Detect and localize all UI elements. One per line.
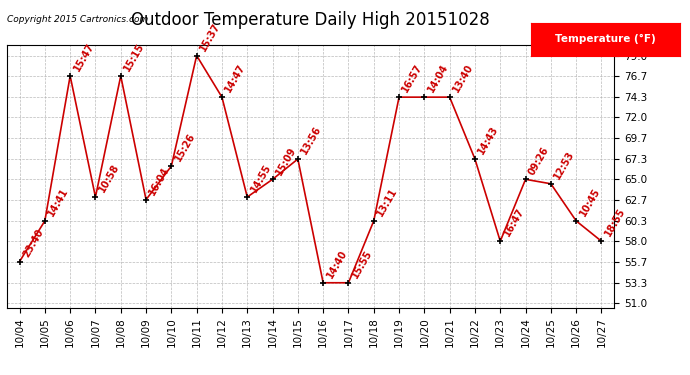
Text: 16:47: 16:47 bbox=[502, 207, 526, 238]
Text: 15:09: 15:09 bbox=[274, 145, 298, 177]
Text: 15:47: 15:47 bbox=[72, 41, 96, 73]
Text: 16:04: 16:04 bbox=[148, 165, 172, 197]
Text: Temperature (°F): Temperature (°F) bbox=[555, 34, 656, 44]
Text: 14:47: 14:47 bbox=[224, 63, 248, 94]
Text: 09:26: 09:26 bbox=[527, 145, 551, 177]
Text: 14:04: 14:04 bbox=[426, 63, 450, 94]
Text: 23:40: 23:40 bbox=[21, 227, 45, 259]
Text: 10:58: 10:58 bbox=[97, 162, 121, 194]
Text: 15:37: 15:37 bbox=[198, 21, 222, 53]
Text: 10:45: 10:45 bbox=[578, 186, 602, 218]
Text: 14:43: 14:43 bbox=[476, 124, 500, 156]
Text: 13:40: 13:40 bbox=[451, 63, 475, 94]
Text: Outdoor Temperature Daily High 20151028: Outdoor Temperature Daily High 20151028 bbox=[131, 11, 490, 29]
Text: 14:40: 14:40 bbox=[324, 248, 348, 280]
Text: Copyright 2015 Cartronics.com: Copyright 2015 Cartronics.com bbox=[7, 15, 148, 24]
Text: 15:26: 15:26 bbox=[172, 132, 197, 163]
Text: 15:15: 15:15 bbox=[122, 41, 146, 73]
Text: 13:11: 13:11 bbox=[375, 186, 400, 218]
Text: 15:55: 15:55 bbox=[350, 248, 374, 280]
Text: 12:53: 12:53 bbox=[552, 149, 576, 181]
Text: 13:56: 13:56 bbox=[299, 124, 324, 156]
Text: 16:57: 16:57 bbox=[400, 63, 424, 94]
Text: 18:55: 18:55 bbox=[603, 207, 627, 238]
Text: 14:55: 14:55 bbox=[248, 162, 273, 194]
Text: 14:41: 14:41 bbox=[46, 186, 70, 218]
